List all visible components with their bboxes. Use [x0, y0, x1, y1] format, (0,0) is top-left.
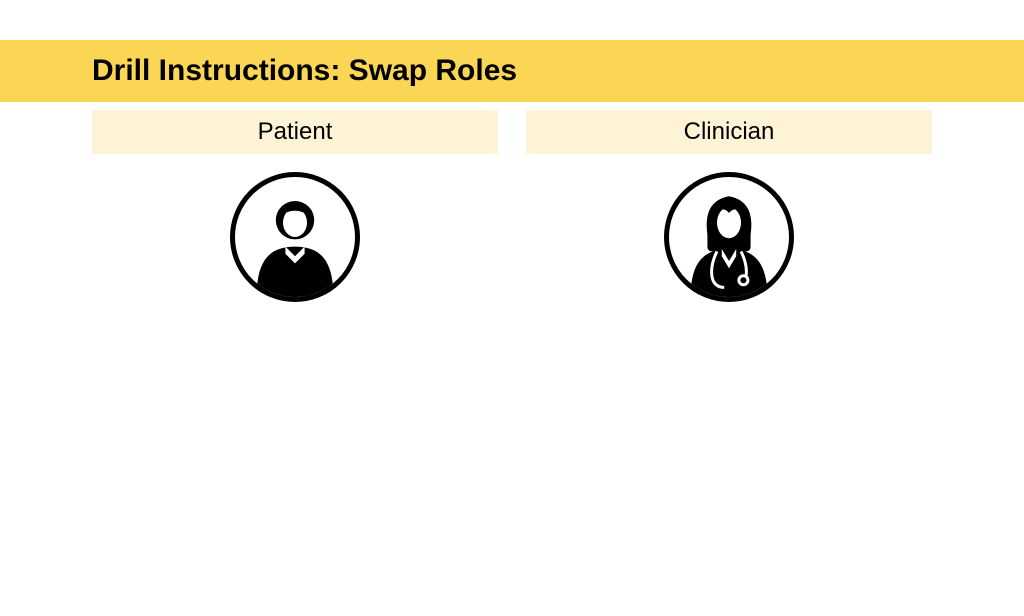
role-column-patient: Patient	[92, 110, 498, 302]
clinician-icon	[664, 172, 794, 302]
patient-icon	[230, 172, 360, 302]
role-label-box-patient: Patient	[92, 110, 498, 154]
role-column-clinician: Clinician	[526, 110, 932, 302]
role-label-box-clinician: Clinician	[526, 110, 932, 154]
role-label-clinician: Clinician	[684, 118, 775, 146]
header-band: Drill Instructions: Swap Roles	[0, 40, 1024, 102]
roles-container: Patient Clinician	[0, 110, 1024, 302]
role-label-patient: Patient	[258, 118, 333, 146]
page-title: Drill Instructions: Swap Roles	[92, 54, 517, 88]
